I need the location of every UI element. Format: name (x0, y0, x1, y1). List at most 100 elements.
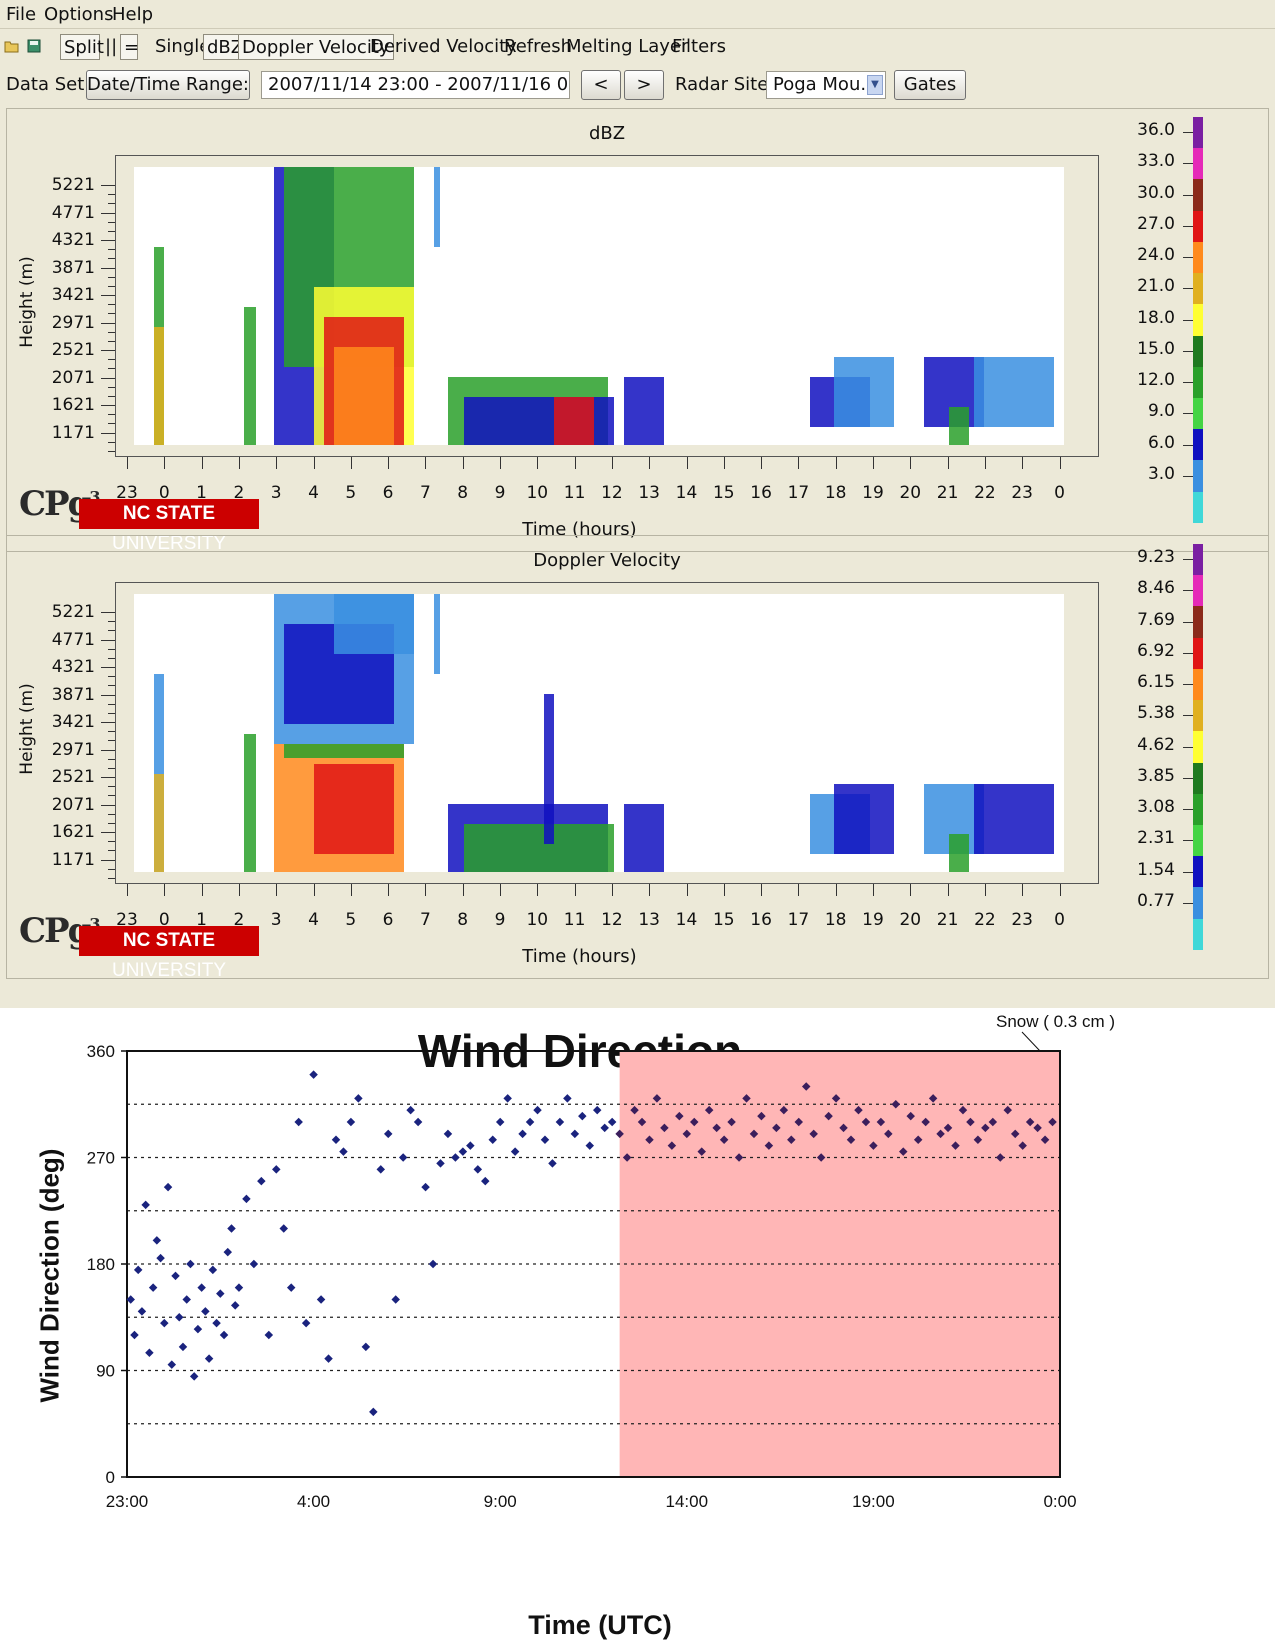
colorbar-segment (1193, 304, 1203, 336)
y-tick-label: 5221 (51, 602, 95, 622)
y-tick-minor (108, 331, 115, 333)
x-tick (686, 884, 688, 896)
x-tick (574, 884, 576, 896)
y-tick (101, 240, 115, 241)
radar-site-select[interactable]: Poga Mou... ▼ (766, 71, 886, 99)
x-tick (835, 457, 837, 469)
menu-file[interactable]: File (6, 4, 37, 25)
y-tick-minor (108, 731, 115, 732)
colorbar-segment (1193, 856, 1203, 888)
doppler-velocity-button[interactable]: Doppler Velocity (238, 34, 394, 60)
dataset-label: Data Set: (6, 74, 91, 95)
x-tick (127, 884, 128, 896)
data-point (234, 1283, 244, 1292)
refresh-button[interactable]: Refresh (504, 36, 572, 57)
menu-bar: File Options Help (0, 0, 1275, 29)
x-tick-label: 0:00 (1043, 1492, 1076, 1511)
radar-echo (949, 834, 969, 872)
y-tick (101, 749, 115, 751)
data-point (503, 1094, 512, 1103)
x-tick-label: 4 (308, 483, 319, 503)
x-tick (1059, 457, 1061, 469)
x-tick-label: 22 (974, 483, 996, 503)
date-time-range-button[interactable]: Date/Time Range: (86, 70, 250, 100)
melting-layer-button[interactable]: Melting Layer (566, 36, 689, 57)
date-range-field[interactable]: 2007/11/14 23:00 - 2007/11/16 00:00 (261, 71, 570, 99)
ncsu-logo: NC STATE UNIVERSITY (79, 499, 259, 554)
y-tick-label: 2521 (51, 340, 95, 360)
save-icon[interactable] (26, 38, 42, 54)
x-tick-label: 19 (862, 910, 884, 930)
scatter-plot: 0 90 180 270 360 23:00 4:00 9:00 14:00 19:00 0:00 (87, 1031, 1077, 1511)
horizontal-split-button[interactable]: = (120, 34, 139, 60)
y-tick-minor (108, 313, 115, 314)
y-tick (101, 432, 115, 434)
x-tick-label: 11 (563, 483, 586, 503)
data-point (607, 1117, 617, 1127)
y-tick (101, 804, 115, 806)
x-tick-label: 15 (712, 910, 735, 930)
open-folder-icon[interactable] (4, 38, 20, 54)
next-button[interactable]: > (624, 70, 664, 100)
filters-button[interactable]: Filters (672, 36, 726, 57)
colorbar-label: 1.54 (1137, 859, 1175, 880)
colorbar-segment (1193, 210, 1203, 242)
data-point (130, 1330, 139, 1340)
y-tick-minor (108, 304, 115, 305)
colorbar-tick (1183, 413, 1193, 415)
data-point (383, 1129, 393, 1139)
radar-echo (544, 694, 554, 844)
x-axis-title: Time (UTC) (528, 1610, 672, 1640)
x-tick (574, 457, 576, 469)
colorbar-segment (1193, 918, 1203, 950)
single-button[interactable]: Single (155, 36, 211, 57)
x-tick-label: 9 (494, 910, 506, 930)
y-tick (101, 639, 115, 641)
data-point (216, 1289, 225, 1298)
gates-button[interactable]: Gates (894, 70, 966, 100)
snow-period-shading (619, 1051, 1060, 1477)
colorbar-segment (1193, 637, 1203, 669)
colorbar-tick (1183, 652, 1193, 654)
y-tick-minor (108, 258, 115, 259)
data-point (160, 1318, 169, 1328)
data-point (156, 1253, 165, 1263)
y-tick-minor (108, 194, 115, 195)
menu-options[interactable]: Options (44, 4, 114, 25)
colorbar-tick (1183, 350, 1193, 352)
data-point (316, 1295, 326, 1304)
radar-viewer-app: File Options Help Split || = Single dBZ … (0, 0, 1275, 1008)
colorbar-tick (1183, 840, 1193, 842)
colorbar-tick (1183, 684, 1193, 686)
colorbar-label: 6.92 (1137, 640, 1175, 661)
derived-velocity-button[interactable]: Derived Velocity (370, 36, 517, 57)
colorbar-segment (1193, 429, 1203, 461)
colorbar-segment (1193, 824, 1203, 857)
vertical-split-button[interactable]: || (105, 36, 118, 57)
doppler-plot-area[interactable] (134, 594, 1064, 872)
x-tick-label: 20 (899, 910, 922, 930)
dbz-button[interactable]: dBZ (203, 34, 248, 60)
data-point (540, 1135, 550, 1144)
previous-button[interactable]: < (581, 70, 621, 100)
x-tick (388, 457, 390, 469)
split-button[interactable]: Split (60, 34, 104, 60)
data-point (257, 1176, 266, 1186)
colorbar-segment (1193, 887, 1203, 919)
menu-help[interactable]: Help (112, 4, 154, 25)
radar-echo (974, 784, 1054, 854)
colorbar-tick (1183, 559, 1193, 561)
x-tick-label: 19:00 (852, 1492, 895, 1511)
data-point (667, 1141, 677, 1150)
data-point (189, 1372, 199, 1381)
data-point (354, 1094, 363, 1103)
y-axis-title: Height (m) (17, 256, 37, 348)
y-tick (101, 667, 115, 668)
x-tick-label: 4 (308, 910, 319, 930)
dbz-plot-area[interactable] (134, 167, 1064, 445)
radar-echo (154, 674, 164, 872)
x-tick (238, 457, 240, 469)
chevron-down-icon[interactable]: ▼ (867, 75, 883, 95)
y-tick (101, 832, 115, 833)
colorbar-label: 24.0 (1137, 245, 1175, 266)
